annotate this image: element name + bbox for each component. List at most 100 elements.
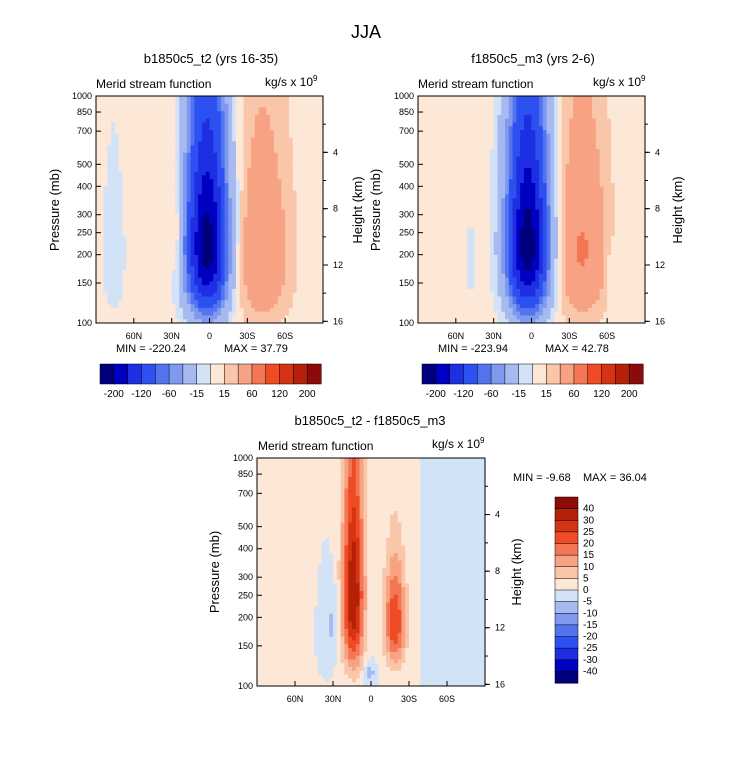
contour-cell: [497, 262, 502, 267]
contour-cell: [489, 198, 499, 203]
contour-cell: [363, 526, 368, 531]
contour-cell: [243, 118, 256, 124]
contour-cell: [523, 220, 533, 226]
contour-cell: [355, 579, 361, 584]
contour-cell: [329, 617, 334, 622]
contour-cell: [336, 591, 342, 596]
contour-cell: [292, 137, 324, 142]
contour-cell: [393, 640, 399, 645]
contour-cell: [190, 232, 195, 237]
contour-cell: [235, 167, 245, 173]
contour-cell: [397, 556, 406, 562]
contour-cell: [420, 644, 486, 649]
contour-cell: [340, 640, 345, 645]
contour-cell: [194, 296, 222, 301]
contour-cell: [418, 288, 491, 294]
contour-cell: [607, 296, 646, 301]
contour-cell: [213, 304, 222, 309]
contour-cell: [228, 111, 233, 116]
contour-cell: [213, 190, 222, 195]
contour-cell: [599, 152, 612, 158]
contour-cell: [103, 247, 127, 252]
height-tick-label: 8: [333, 204, 338, 214]
contour-cell: [194, 213, 199, 218]
contour-cell: [401, 526, 421, 531]
contour-cell: [359, 507, 364, 512]
contour-cell: [186, 209, 195, 214]
contour-cell: [257, 461, 342, 467]
contour-cell: [235, 183, 241, 188]
contour-cell: [610, 152, 646, 158]
contour-cell: [175, 179, 180, 184]
contour-cell: [542, 171, 548, 177]
contour-cell: [405, 579, 421, 584]
x-tick-label: 30N: [485, 331, 502, 341]
contour-cell: [363, 492, 368, 497]
contour-cell: [539, 160, 544, 165]
contour-cell: [614, 194, 646, 199]
contour-cell: [175, 171, 180, 177]
contour-cell: [493, 96, 502, 101]
contour-cell: [546, 160, 552, 165]
contour-cell: [296, 213, 324, 218]
contour-cell: [220, 273, 226, 279]
contour-cell: [292, 292, 324, 298]
contour-cell: [336, 663, 345, 668]
contour-cell: [505, 311, 514, 317]
contour-cell: [418, 258, 468, 264]
contour-cell: [493, 304, 502, 309]
contour-cell: [554, 288, 559, 294]
contour-cell: [508, 164, 514, 169]
contour-cell: [220, 266, 226, 271]
contour-cell: [397, 636, 402, 641]
y-tick-label: 1000: [394, 91, 414, 101]
units-label: kg/s x 109: [265, 74, 318, 89]
contour-cell: [505, 171, 510, 177]
contour-cell: [235, 311, 245, 317]
contour-cell: [348, 553, 353, 558]
contour-cell: [557, 235, 563, 241]
contour-cell: [359, 522, 364, 527]
colorbar-swatch: [168, 363, 184, 385]
contour-cell: [232, 114, 237, 120]
contour-cell: [175, 96, 180, 101]
contour-cell: [367, 579, 383, 584]
contour-cell: [405, 610, 410, 615]
contour-cell: [535, 148, 544, 154]
contour-cell: [340, 496, 345, 501]
contour-cell: [355, 511, 361, 516]
contour-cell: [257, 655, 319, 660]
contour-cell: [420, 632, 486, 638]
contour-cell: [239, 224, 245, 230]
contour-cell: [497, 164, 506, 169]
contour-cell: [228, 209, 233, 214]
contour-cell: [228, 198, 233, 203]
contour-cell: [285, 217, 298, 222]
contour-cell: [235, 243, 241, 248]
contour-cell: [194, 251, 203, 256]
contour-cell: [359, 572, 364, 577]
contour-cell: [235, 137, 245, 142]
contour-cell: [614, 220, 646, 226]
contour-cell: [175, 137, 180, 142]
contour-cell: [257, 515, 342, 520]
contour-cell: [497, 183, 506, 188]
contour-cell: [258, 107, 267, 112]
contour-cell: [114, 126, 177, 131]
contour-cell: [542, 239, 548, 245]
contour-cell: [512, 99, 517, 105]
contour-cell: [497, 190, 506, 195]
contour-cell: [209, 126, 222, 131]
contour-cell: [603, 201, 616, 207]
contour-cell: [359, 670, 364, 676]
contour-cell: [344, 655, 349, 660]
contour-cell: [254, 122, 271, 127]
contour-cell: [175, 114, 180, 120]
contour-cell: [397, 659, 406, 664]
contour-cell: [243, 130, 256, 135]
contour-cell: [251, 300, 279, 305]
contour-cell: [418, 296, 495, 301]
contour-cell: [348, 526, 357, 531]
contour-cell: [96, 288, 105, 294]
contour-cell: [314, 640, 338, 645]
